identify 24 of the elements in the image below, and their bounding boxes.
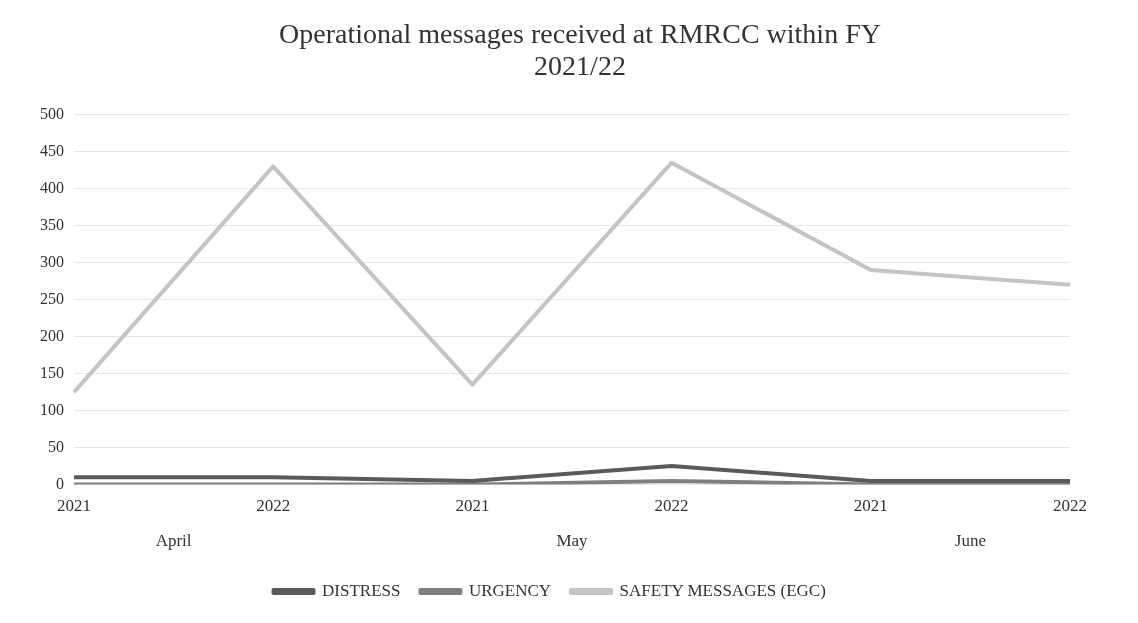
- x-tick-label: 2021: [57, 496, 91, 516]
- y-tick-label: 150: [40, 363, 64, 381]
- y-tick-label: 400: [40, 178, 64, 196]
- text: April: [155, 530, 192, 550]
- y-tick-label: 0: [56, 474, 64, 492]
- x-tick-label: 2021: [455, 496, 490, 516]
- y-tick-label: 200: [40, 326, 64, 344]
- x-tick-label: 2021: [853, 496, 888, 516]
- y-tick-label: 500: [40, 104, 64, 122]
- y-tick-label: 350: [40, 215, 64, 233]
- x-tick-label: 2022: [654, 496, 689, 516]
- legend-label: SAFETY MESSAGES (EGC): [619, 580, 826, 600]
- y-tick-label: 100: [40, 400, 64, 418]
- chart-title: Operational messages received at RMRCC within FY 2021/22: [278, 18, 882, 83]
- x-tick-label: 2022: [1053, 496, 1087, 516]
- legend-label: URGENCY: [468, 580, 552, 600]
- legend-label: DISTRESS: [322, 580, 401, 600]
- y-tick-label: 300: [40, 252, 64, 270]
- x-tick-label: 2022: [256, 496, 291, 516]
- y-tick-label: 50: [48, 437, 64, 455]
- y-tick-label: 450: [40, 141, 64, 159]
- y-tick-label: 250: [40, 289, 64, 307]
- text: June: [954, 530, 986, 550]
- text: May: [556, 530, 589, 550]
